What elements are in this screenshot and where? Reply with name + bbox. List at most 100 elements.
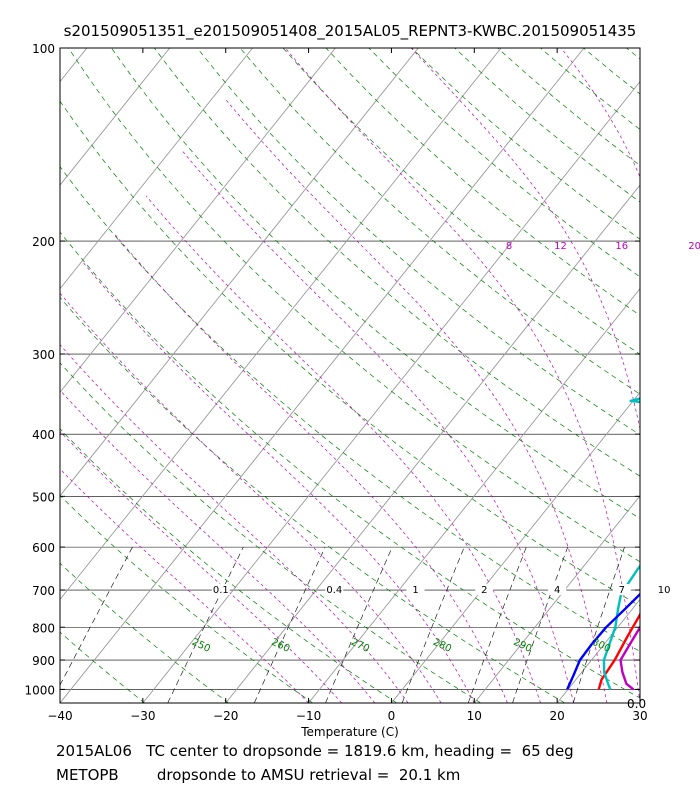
corner-label: 0.0 <box>627 697 646 711</box>
mixing-ratio-line <box>512 546 568 703</box>
moist-adiabat-label: 20 <box>688 241 700 252</box>
dry-adiabat-label: 270 <box>349 637 371 655</box>
dry-adiabat-line <box>60 296 565 703</box>
mixing-ratio-label: 1 <box>412 585 418 596</box>
dry-adiabat-line <box>583 48 640 95</box>
moist-adiabat-label: 8 <box>506 241 512 252</box>
dry-adiabat-line <box>411 48 640 240</box>
moist-adiabat-line <box>284 48 640 703</box>
series-line-cyan <box>602 397 640 690</box>
mixing-ratio-label-bg <box>475 584 494 596</box>
mixing-ratio-label: 0.4 <box>326 585 342 596</box>
isotherm-line <box>0 48 4 703</box>
isotherm-line <box>60 48 253 290</box>
isotherm-line <box>473 495 640 703</box>
moist-adiabat-label: 16 <box>615 241 628 252</box>
skewt-plot: 81216202428320.10.4124710162502602702802… <box>0 42 700 739</box>
mixing-ratio-line <box>401 546 465 703</box>
dry-adiabat-line <box>540 48 640 130</box>
footer-line-2: METOPB dropsonde to AMSU retrieval = 20.… <box>56 766 461 784</box>
mixing-ratio-label-bg <box>548 584 567 596</box>
dry-adiabat-line <box>282 48 640 355</box>
series-group <box>566 397 640 691</box>
mixing-ratio-label-bg <box>406 584 425 596</box>
moist-adiabat-label: 12 <box>554 241 567 252</box>
plot-frame <box>59 47 641 704</box>
mixing-ratio-label-bg <box>325 584 344 596</box>
isotherm-line <box>391 391 640 703</box>
dry-adiabat-label: 250 <box>190 637 212 655</box>
dry-adiabat-line <box>325 48 640 316</box>
mixing-ratio-label-bg <box>612 584 631 596</box>
x-tick-label: −10 <box>296 709 321 723</box>
isotherm-line <box>60 48 502 601</box>
dry-adiabat-label: 260 <box>270 637 292 655</box>
mixing-ratio-line <box>572 547 625 703</box>
dry-adiabat-line <box>60 231 640 699</box>
y-tick-label: 700 <box>32 584 55 598</box>
dry-adiabat-line <box>454 48 640 203</box>
mixing-ratio-label: 2 <box>481 585 487 596</box>
moist-adiabat-line <box>410 48 640 431</box>
dry-adiabat-label: 280 <box>431 637 453 655</box>
x-tick-label: 10 <box>467 709 482 723</box>
moist-adiabat-line <box>60 292 442 703</box>
mixing-ratio-label-bg <box>211 584 230 596</box>
y-tick-label: 500 <box>32 490 55 504</box>
isotherm-line <box>60 48 585 703</box>
footer-line-1: 2015AL06 TC center to dropsonde = 1819.6… <box>56 742 574 760</box>
moist-adiabat-line <box>60 468 309 703</box>
background-lines <box>0 48 640 703</box>
moist-adiabat-line <box>114 233 508 703</box>
dry-adiabat-line <box>154 48 640 477</box>
moist-adiabat-line <box>60 344 409 703</box>
isotherm-line <box>60 48 171 186</box>
series-line-blue <box>566 592 640 690</box>
x-tick-label: −30 <box>130 709 155 723</box>
dry-adiabat-line <box>60 100 640 607</box>
isotherm-line <box>308 287 640 703</box>
isotherm-line <box>60 48 336 394</box>
mixing-ratio-label: 0.1 <box>213 585 229 596</box>
x-tick-label: −40 <box>47 709 72 723</box>
dry-adiabat-line <box>60 362 481 703</box>
mixing-ratio-line <box>325 546 393 703</box>
isotherm-line <box>225 184 640 703</box>
x-tick-label: 20 <box>550 709 565 723</box>
moist-adiabat-line <box>224 98 608 703</box>
dry-adiabat-line <box>60 428 397 703</box>
y-tick-label: 300 <box>32 348 55 362</box>
dry-adiabat-line <box>60 701 61 703</box>
x-axis-label: Temperature (C) <box>300 725 399 739</box>
moist-adiabat-line <box>182 151 575 703</box>
mixing-ratio-line <box>60 546 133 686</box>
y-tick-label: 600 <box>32 541 55 555</box>
moist-adiabat-line <box>81 260 475 703</box>
mixing-ratio-line <box>254 546 326 703</box>
dry-adiabat-line <box>60 166 640 652</box>
y-tick-label: 1000 <box>24 683 55 697</box>
isotherm-line <box>142 80 640 703</box>
moist-adiabat-line <box>145 195 541 703</box>
dry-adiabat-line <box>60 562 229 703</box>
moist-adiabat-line <box>60 389 376 703</box>
y-tick-label: 100 <box>32 42 55 56</box>
y-tick-label: 200 <box>32 235 55 249</box>
y-tick-label: 900 <box>32 654 55 668</box>
x-tick-label: 0 <box>388 709 396 723</box>
dry-adiabat-label: 300 <box>590 637 612 655</box>
mixing-ratio-label: 10 <box>658 585 671 596</box>
dry-adiabat-line <box>497 48 640 166</box>
isotherm-line <box>639 702 640 703</box>
dry-adiabat-line <box>60 631 145 703</box>
chart-title: s201509051351_e201509051408_2015AL05_REP… <box>63 22 637 40</box>
dry-adiabat-line <box>196 48 640 436</box>
mixing-ratio-label-bg <box>655 584 674 596</box>
dry-adiabat-line <box>626 48 640 60</box>
x-tick-label: 30 <box>632 709 647 723</box>
label-group: 81216202428320.10.4124710162502602702802… <box>190 241 700 655</box>
mixing-ratio-line <box>167 546 244 703</box>
dry-adiabat-line <box>68 48 640 563</box>
y-tick-label: 800 <box>32 621 55 635</box>
dry-adiabat-line <box>368 48 640 278</box>
